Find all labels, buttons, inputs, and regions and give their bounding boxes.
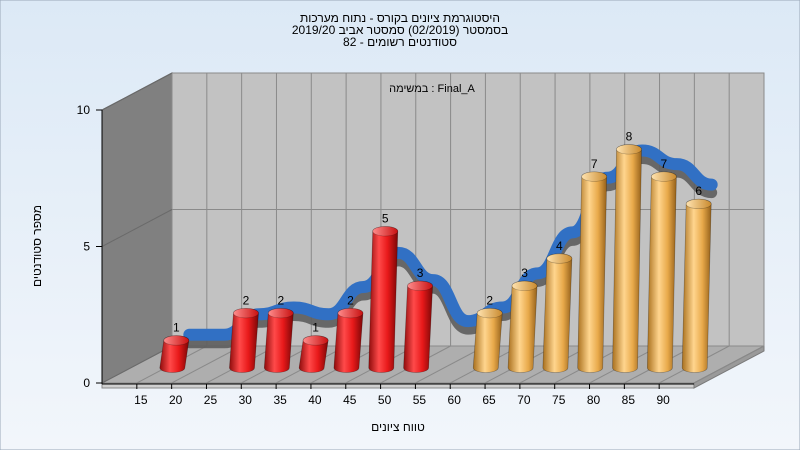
x-tick-label: 90 xyxy=(656,393,670,407)
bar-body xyxy=(577,171,608,373)
bar-45 xyxy=(368,226,399,373)
bar-85 xyxy=(647,171,677,373)
x-tick-label: 60 xyxy=(448,393,462,407)
bar-top xyxy=(476,308,503,319)
x-tick-label: 30 xyxy=(239,393,253,407)
bar-top xyxy=(337,308,364,319)
grid-line-floor xyxy=(171,345,242,384)
grid-line-floor xyxy=(415,345,486,384)
bar-value-label: 1 xyxy=(173,321,180,335)
bar-value-label: 3 xyxy=(521,266,528,280)
bar-35 xyxy=(298,335,329,373)
y-tick-label: 5 xyxy=(83,240,90,254)
bar-top xyxy=(267,308,294,319)
grid-line-side xyxy=(101,72,173,111)
bar-65 xyxy=(507,280,538,373)
bar-30 xyxy=(263,308,294,373)
y-tick-labels: 0 5 10 xyxy=(77,103,102,390)
bar-60 xyxy=(472,308,503,373)
bar-value-label: 3 xyxy=(417,266,424,280)
x-axis-title: טווח ציונים xyxy=(371,420,425,434)
bar-value-label: 1 xyxy=(312,321,319,335)
bar-80 xyxy=(612,144,642,373)
bar-top xyxy=(511,280,538,291)
x-tick-label: 70 xyxy=(517,393,531,407)
chart-title-line-1: היסטוגרמת ציונים בקורס - נתוח מערכות xyxy=(300,11,500,25)
chart-title-line-2: בסמסטר (02/2019) סמסטר אביב 2019/20 xyxy=(291,23,509,37)
bar-body xyxy=(542,253,573,373)
bar-value-label: 4 xyxy=(556,239,563,253)
bar-value-label: 2 xyxy=(243,293,250,307)
bar-body xyxy=(507,280,538,373)
bar-value-label: 7 xyxy=(661,157,668,171)
x-tick-label: 80 xyxy=(587,393,601,407)
bar-body xyxy=(612,144,642,373)
bar-75 xyxy=(577,171,608,373)
bar-top xyxy=(407,280,433,291)
grid-line-side xyxy=(101,209,173,247)
bars xyxy=(159,144,712,373)
bar-value-label: 7 xyxy=(591,157,598,171)
bar-25 xyxy=(229,308,259,373)
bar-value-label: 2 xyxy=(277,293,284,307)
y-axis-title: מספר סטודנטים xyxy=(30,205,44,287)
bar-top xyxy=(581,171,608,182)
x-tick-label: 15 xyxy=(134,393,148,407)
x-tick-label: 35 xyxy=(273,393,287,407)
bar-body xyxy=(647,171,677,373)
x-tick-label: 65 xyxy=(482,393,496,407)
x-tick-label: 50 xyxy=(378,393,392,407)
x-tick-label: 40 xyxy=(308,393,322,407)
bar-body xyxy=(368,226,399,373)
grid-line-side xyxy=(101,345,173,384)
bar-value-label: 5 xyxy=(382,211,389,225)
bar-top xyxy=(163,335,190,346)
bar-15 xyxy=(159,335,190,373)
bar-value-label: 2 xyxy=(486,293,493,307)
annotation-label: במשימה : Final_A xyxy=(389,83,475,95)
bar-top xyxy=(302,335,329,346)
x-tick-label: 55 xyxy=(413,393,427,407)
y-tick-label: 0 xyxy=(83,376,90,390)
bar-top xyxy=(546,253,573,264)
bar-70 xyxy=(542,253,573,373)
bar-value-label: 6 xyxy=(695,184,702,198)
bar-value-label: 8 xyxy=(626,130,633,144)
bar-90 xyxy=(681,198,712,373)
bar-40 xyxy=(333,308,364,373)
bar-value-labels: 1 2 2 1 2 5 3 2 3 4 7 8 7 6 xyxy=(173,130,702,335)
x-tick-labels: 15 20 25 30 35 40 45 50 55 60 65 70 75 80 85 90 xyxy=(134,384,670,407)
chart-title-line-3: סטודנטים רשומים - 82 xyxy=(343,35,457,49)
bar-top xyxy=(685,198,712,210)
y-tick-label: 10 xyxy=(77,103,91,117)
x-tick-label: 20 xyxy=(169,393,183,407)
x-tick-label: 75 xyxy=(552,393,566,407)
x-tick-label: 85 xyxy=(622,393,636,407)
bar-top xyxy=(651,171,677,182)
bar-top xyxy=(372,226,399,237)
x-tick-label: 25 xyxy=(204,393,218,407)
grid-line-floor xyxy=(693,345,765,384)
bar-body xyxy=(403,280,433,373)
bar-top xyxy=(233,308,259,319)
bar-value-label: 2 xyxy=(347,293,354,307)
bar-50 xyxy=(403,280,433,373)
bar-body xyxy=(681,198,712,373)
bar-top xyxy=(616,144,642,155)
x-tick-label: 45 xyxy=(343,393,357,407)
